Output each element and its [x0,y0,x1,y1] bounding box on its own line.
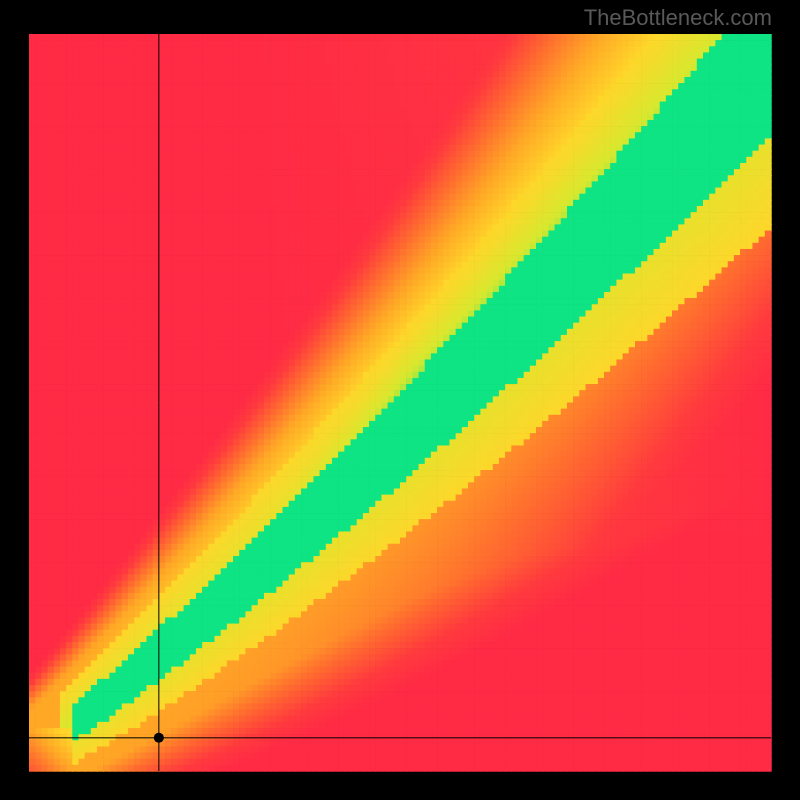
watermark-text: TheBottleneck.com [584,5,772,31]
chart-container: TheBottleneck.com [0,0,800,800]
bottleneck-heatmap [0,0,800,800]
